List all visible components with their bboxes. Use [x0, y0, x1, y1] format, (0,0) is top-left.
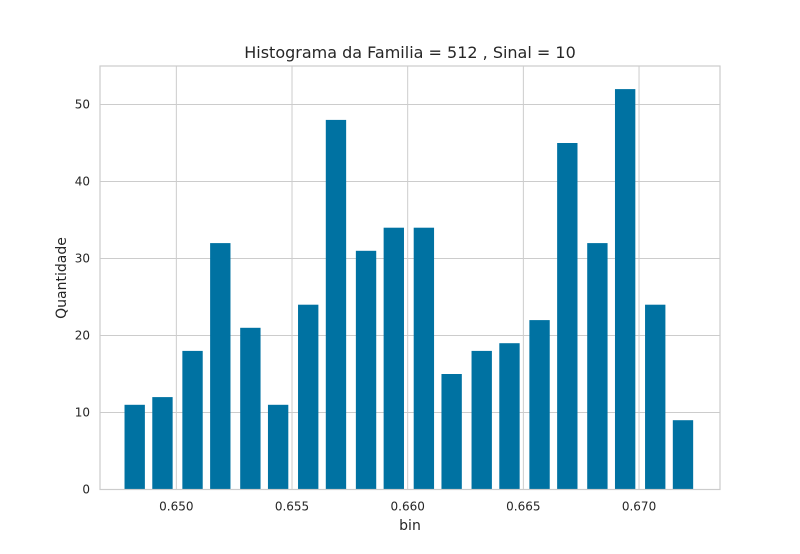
y-axis-label: Quantidade: [54, 237, 70, 319]
histogram-bar: [182, 350, 203, 490]
histogram-bar: [441, 374, 462, 490]
histogram-bar: [267, 404, 289, 490]
histogram-bar: [614, 89, 636, 490]
x-axis-label: bin: [399, 518, 421, 534]
y-tick-label: 0: [82, 483, 90, 497]
plot-frame: [99, 65, 721, 491]
histogram-bar: [355, 250, 377, 490]
histogram-bar: [529, 320, 550, 490]
x-tick-label: 0.660: [391, 500, 425, 514]
histogram-bar: [557, 143, 578, 490]
x-tick-label: 0.650: [159, 500, 193, 514]
histogram-bar: [152, 397, 173, 490]
histogram-bar: [210, 243, 231, 490]
histogram-bar: [240, 327, 261, 490]
y-tick-label: 40: [75, 175, 90, 189]
histogram-bar: [298, 304, 319, 490]
x-tick-label: 0.655: [275, 500, 309, 514]
y-tick-label: 10: [75, 406, 90, 420]
y-tick-label: 20: [75, 329, 90, 343]
y-axis-ticks: 0 10 20 30 40 50: [75, 98, 90, 497]
histogram-bar: [383, 227, 404, 490]
y-tick-label: 30: [75, 252, 90, 266]
histogram-bar: [124, 404, 145, 490]
y-tick-label: 50: [75, 98, 90, 112]
histogram-bar: [413, 227, 435, 490]
histogram-bar: [587, 243, 608, 490]
bars: [124, 89, 694, 490]
x-tick-label: 0.670: [622, 500, 656, 514]
histogram-bar: [471, 350, 492, 490]
histogram-bar: [645, 304, 666, 490]
histogram-bar: [499, 343, 520, 490]
histogram-bar: [325, 119, 347, 490]
histogram-bar: [672, 420, 694, 490]
x-axis-ticks: 0.650 0.655 0.660 0.665 0.670: [159, 500, 656, 514]
x-tick-label: 0.665: [506, 500, 540, 514]
chart-title: Histograma da Familia = 512 , Sinal = 10: [244, 43, 576, 62]
